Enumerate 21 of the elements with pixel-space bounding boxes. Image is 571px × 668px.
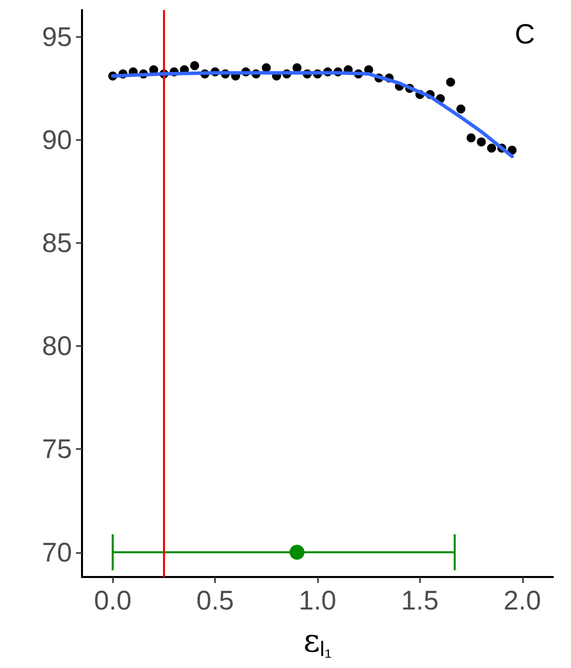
y-tick-label: 95 [42, 22, 72, 52]
annotation: C [514, 18, 536, 50]
point [476, 137, 486, 146]
y-tick-label: 70 [42, 537, 72, 568]
x-tick-label: 0.5 [196, 586, 234, 616]
x-tick-label: 1.0 [298, 586, 336, 616]
y-tick-label: 75 [42, 434, 72, 464]
point [292, 63, 302, 72]
point [446, 78, 456, 87]
x-tick-label: 1.5 [401, 586, 439, 616]
x-tick-label: 0.0 [94, 586, 132, 616]
point [487, 144, 496, 153]
y-tick-label: 85 [42, 228, 72, 258]
point [190, 61, 200, 70]
x-tick-label: 2.0 [504, 586, 542, 616]
y-tick-label: 90 [42, 124, 72, 155]
point [290, 544, 305, 560]
point [456, 104, 466, 114]
y-tick-label: 80 [42, 331, 72, 362]
point [262, 63, 271, 72]
point [466, 133, 476, 142]
